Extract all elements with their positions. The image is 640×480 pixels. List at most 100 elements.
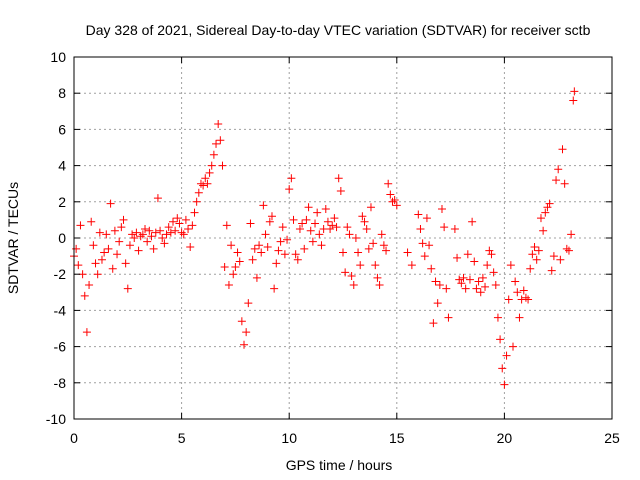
- data-point: [343, 223, 352, 232]
- data-point: [493, 313, 502, 322]
- data-point: [339, 248, 347, 257]
- data-point: [457, 279, 466, 288]
- data-point: [298, 219, 307, 228]
- data-point: [403, 248, 412, 257]
- data-point: [291, 250, 300, 259]
- data-point: [470, 257, 479, 266]
- data-point: [321, 205, 330, 214]
- data-point: [97, 255, 106, 264]
- data-point: [422, 214, 431, 223]
- data-point: [547, 266, 556, 275]
- data-point: [345, 230, 354, 239]
- data-point: [203, 179, 212, 188]
- data-points: [70, 87, 579, 389]
- data-point: [349, 281, 358, 290]
- data-point: [158, 234, 167, 242]
- data-point: [515, 313, 524, 322]
- data-point: [212, 139, 221, 148]
- data-point: [360, 217, 369, 226]
- data-point: [539, 226, 548, 235]
- data-point: [293, 255, 302, 264]
- data-point: [455, 275, 464, 284]
- data-point: [444, 313, 453, 322]
- data-point: [545, 199, 554, 208]
- data-point: [496, 335, 505, 344]
- data-point: [302, 215, 311, 224]
- data-point: [181, 215, 190, 224]
- data-point: [511, 277, 520, 286]
- data-point: [498, 364, 507, 373]
- data-point: [336, 186, 345, 195]
- data-point: [106, 199, 115, 208]
- data-point: [504, 295, 513, 304]
- data-point: [388, 197, 397, 206]
- data-point: [358, 212, 367, 221]
- y-tick-label: -6: [54, 339, 67, 355]
- data-point: [156, 226, 165, 235]
- data-point: [556, 255, 565, 264]
- x-tick-label: 15: [389, 430, 405, 446]
- data-point: [209, 150, 218, 159]
- y-tick-label: 10: [50, 49, 66, 65]
- data-point: [313, 208, 322, 217]
- data-point: [453, 253, 462, 262]
- data-point: [435, 281, 444, 290]
- data-point: [233, 248, 242, 257]
- data-point: [121, 259, 130, 268]
- data-point: [216, 136, 225, 145]
- data-point: [123, 284, 132, 293]
- data-point: [373, 273, 382, 282]
- data-point: [240, 340, 249, 349]
- data-point: [283, 235, 292, 244]
- data-point: [87, 217, 96, 226]
- data-point: [175, 219, 184, 228]
- x-tick-label: 25: [604, 430, 620, 446]
- data-point: [377, 230, 386, 239]
- data-point: [222, 221, 231, 230]
- data-point: [201, 174, 210, 183]
- data-point: [536, 214, 545, 223]
- data-point: [85, 281, 94, 290]
- data-point: [332, 223, 341, 232]
- data-point: [263, 243, 272, 252]
- data-point: [532, 255, 541, 264]
- data-point: [235, 257, 244, 266]
- data-point: [347, 272, 356, 281]
- data-point: [308, 237, 317, 246]
- data-point: [323, 217, 332, 226]
- data-point: [130, 234, 139, 242]
- data-point: [72, 244, 81, 253]
- data-point: [521, 293, 530, 302]
- data-point: [416, 224, 425, 233]
- data-point: [265, 217, 274, 226]
- data-point: [558, 145, 567, 154]
- ticks: 0 5 10 15 20 25 -10 -8 -6 -4 -2 0 2 4 6 8 10: [46, 49, 620, 446]
- data-point: [311, 219, 320, 228]
- data-point: [304, 203, 313, 212]
- data-point: [285, 185, 294, 194]
- y-tick-label: 4: [58, 158, 66, 174]
- data-point: [270, 284, 279, 293]
- data-point: [224, 281, 233, 290]
- data-point: [440, 223, 449, 232]
- y-tick-label: 6: [58, 121, 66, 137]
- data-point: [341, 268, 350, 277]
- data-point: [93, 270, 102, 279]
- data-point: [162, 230, 171, 239]
- data-point: [188, 221, 197, 230]
- data-point: [143, 237, 152, 246]
- data-point: [177, 228, 186, 237]
- data-point: [468, 217, 477, 226]
- data-point: [125, 241, 134, 250]
- data-point: [461, 284, 470, 293]
- data-point: [194, 188, 203, 197]
- data-point: [276, 237, 285, 246]
- data-point: [567, 230, 576, 239]
- data-point: [153, 194, 162, 203]
- y-tick-label: 2: [58, 194, 66, 210]
- data-point: [481, 282, 490, 291]
- chart-title: Day 328 of 2021, Sidereal Day-to-day VTE…: [86, 22, 591, 38]
- data-point: [392, 201, 401, 210]
- data-point: [534, 246, 543, 255]
- data-point: [267, 212, 276, 221]
